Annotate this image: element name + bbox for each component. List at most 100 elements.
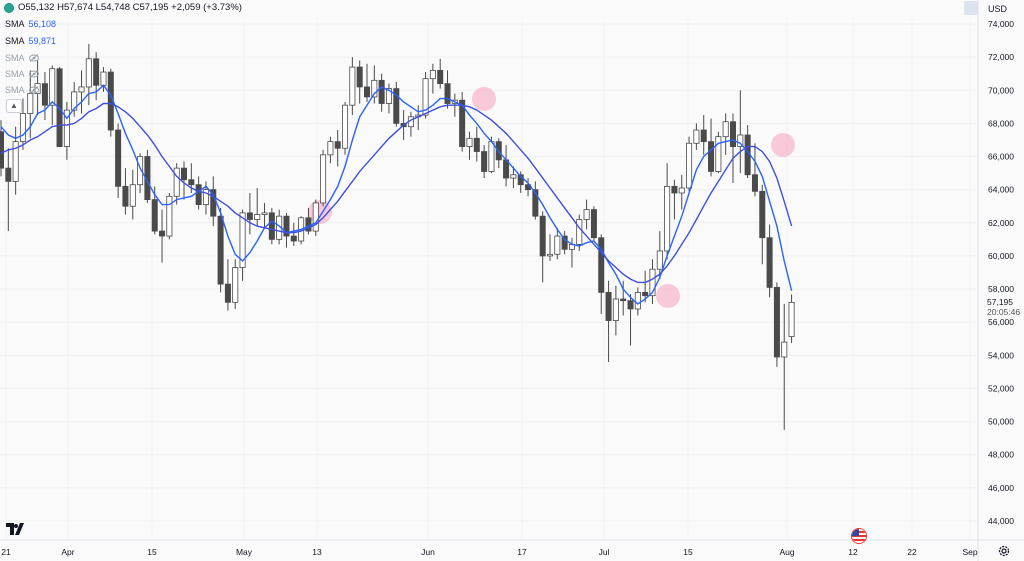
candle (356, 60, 363, 104)
indicator-sma-5[interactable]: SMA (5, 85, 39, 95)
hidden-eye-icon[interactable] (28, 54, 39, 62)
candle (107, 68, 114, 137)
gear-icon[interactable] (998, 545, 1010, 557)
candle-body (554, 235, 561, 255)
candle (708, 118, 715, 177)
candle (78, 70, 85, 114)
candle (466, 131, 473, 160)
hidden-eye-icon[interactable] (28, 86, 39, 94)
candle-body (590, 209, 597, 239)
candle-body (378, 79, 385, 104)
candle-body (532, 189, 539, 217)
bar-countdown: 20:05:46 (987, 307, 1021, 317)
candle-body (612, 298, 619, 321)
candle-body (737, 134, 744, 147)
us-flag-event-icon[interactable] (851, 528, 867, 544)
candle-body (678, 187, 685, 194)
candle-body (173, 167, 180, 197)
candle (41, 72, 48, 121)
symbol-icon[interactable] (4, 2, 14, 13)
y-tick-label: 60,000 (988, 251, 1014, 261)
candle (320, 149, 327, 207)
candle-body (583, 209, 590, 220)
sma-fast-line (0, 84, 793, 305)
candle-body (334, 141, 341, 149)
x-tick-label: Aug (779, 547, 794, 557)
candle-body (166, 195, 173, 237)
y-tick-label: 64,000 (988, 185, 1014, 195)
y-tick-label: 66,000 (988, 152, 1014, 162)
y-tick-label: 44,000 (988, 516, 1014, 526)
y-tick-label: 68,000 (988, 118, 1014, 128)
candle-body (576, 219, 583, 245)
indicator-sma-3[interactable]: SMA (5, 53, 39, 63)
ohlc-values: O55,132 H57,674 L54,748 C57,195 +2,059 (… (18, 2, 242, 13)
candle-body (224, 283, 231, 303)
hidden-eye-icon[interactable] (28, 70, 39, 78)
candle-body (393, 88, 400, 124)
candle-body (539, 215, 546, 257)
candle-body (437, 69, 444, 85)
candle-body (459, 99, 466, 147)
x-tick-label: 21 (1, 547, 11, 557)
candle (342, 101, 349, 155)
y-axis[interactable]: 44,000 46,000 48,000 50,000 52,000 54,000 56,0… (988, 19, 1014, 526)
candle (730, 113, 737, 184)
candle (554, 227, 561, 260)
candle (290, 222, 297, 246)
candle (481, 144, 488, 179)
y-tick-label: 74,000 (988, 19, 1014, 29)
candle-body (781, 341, 788, 358)
candle (715, 131, 722, 174)
candle (312, 199, 319, 237)
indicator-name: SMA (5, 53, 25, 63)
candle (700, 115, 707, 155)
candle-body (722, 121, 729, 138)
x-axis[interactable]: 21 Apr 15 May 13 Jun 17 Jul 15 Aug 12 22 Sep (1, 547, 978, 557)
tradingview-logo-icon[interactable] (6, 522, 28, 538)
candle-body (517, 174, 524, 186)
candle (393, 81, 400, 127)
candle (5, 148, 12, 232)
candle-body (283, 215, 290, 237)
layout-grid-icon[interactable] (964, 1, 978, 15)
x-tick-label: May (236, 547, 253, 557)
candle (693, 123, 700, 150)
indicator-name: SMA (5, 36, 25, 46)
indicator-sma-4[interactable]: SMA (5, 69, 39, 79)
candle (327, 136, 334, 164)
indicator-sma-1[interactable]: SMA 56,108 (5, 19, 56, 29)
candle-body (261, 212, 268, 215)
candle (634, 287, 641, 316)
indicator-sma-2[interactable]: SMA 59,871 (5, 36, 56, 46)
candle (781, 303, 788, 430)
candle-body (188, 179, 195, 186)
candle-body (78, 86, 85, 93)
candle-body (759, 190, 766, 239)
candle (459, 91, 466, 152)
candle-body (788, 302, 795, 337)
candle (532, 181, 539, 220)
highlight-markers (308, 87, 795, 308)
collapse-legend-button[interactable]: ▲ (6, 99, 22, 113)
candle-body (627, 300, 634, 310)
candle (561, 231, 568, 255)
y-tick-label: 54,000 (988, 350, 1014, 360)
candle-body (159, 230, 166, 237)
sma-lines (0, 84, 793, 305)
candle (378, 73, 385, 112)
x-tick-label: 22 (907, 547, 917, 557)
currency-label[interactable]: USD (988, 4, 1008, 14)
candle (510, 166, 517, 189)
candle (144, 149, 151, 203)
candle (180, 161, 187, 200)
candle (751, 143, 758, 197)
candle (49, 65, 56, 126)
candle-body (63, 109, 70, 147)
candle (429, 63, 436, 94)
y-tick-label: 48,000 (988, 450, 1014, 460)
candle (576, 214, 583, 251)
candle-body (195, 184, 202, 205)
candle-body (129, 184, 136, 207)
